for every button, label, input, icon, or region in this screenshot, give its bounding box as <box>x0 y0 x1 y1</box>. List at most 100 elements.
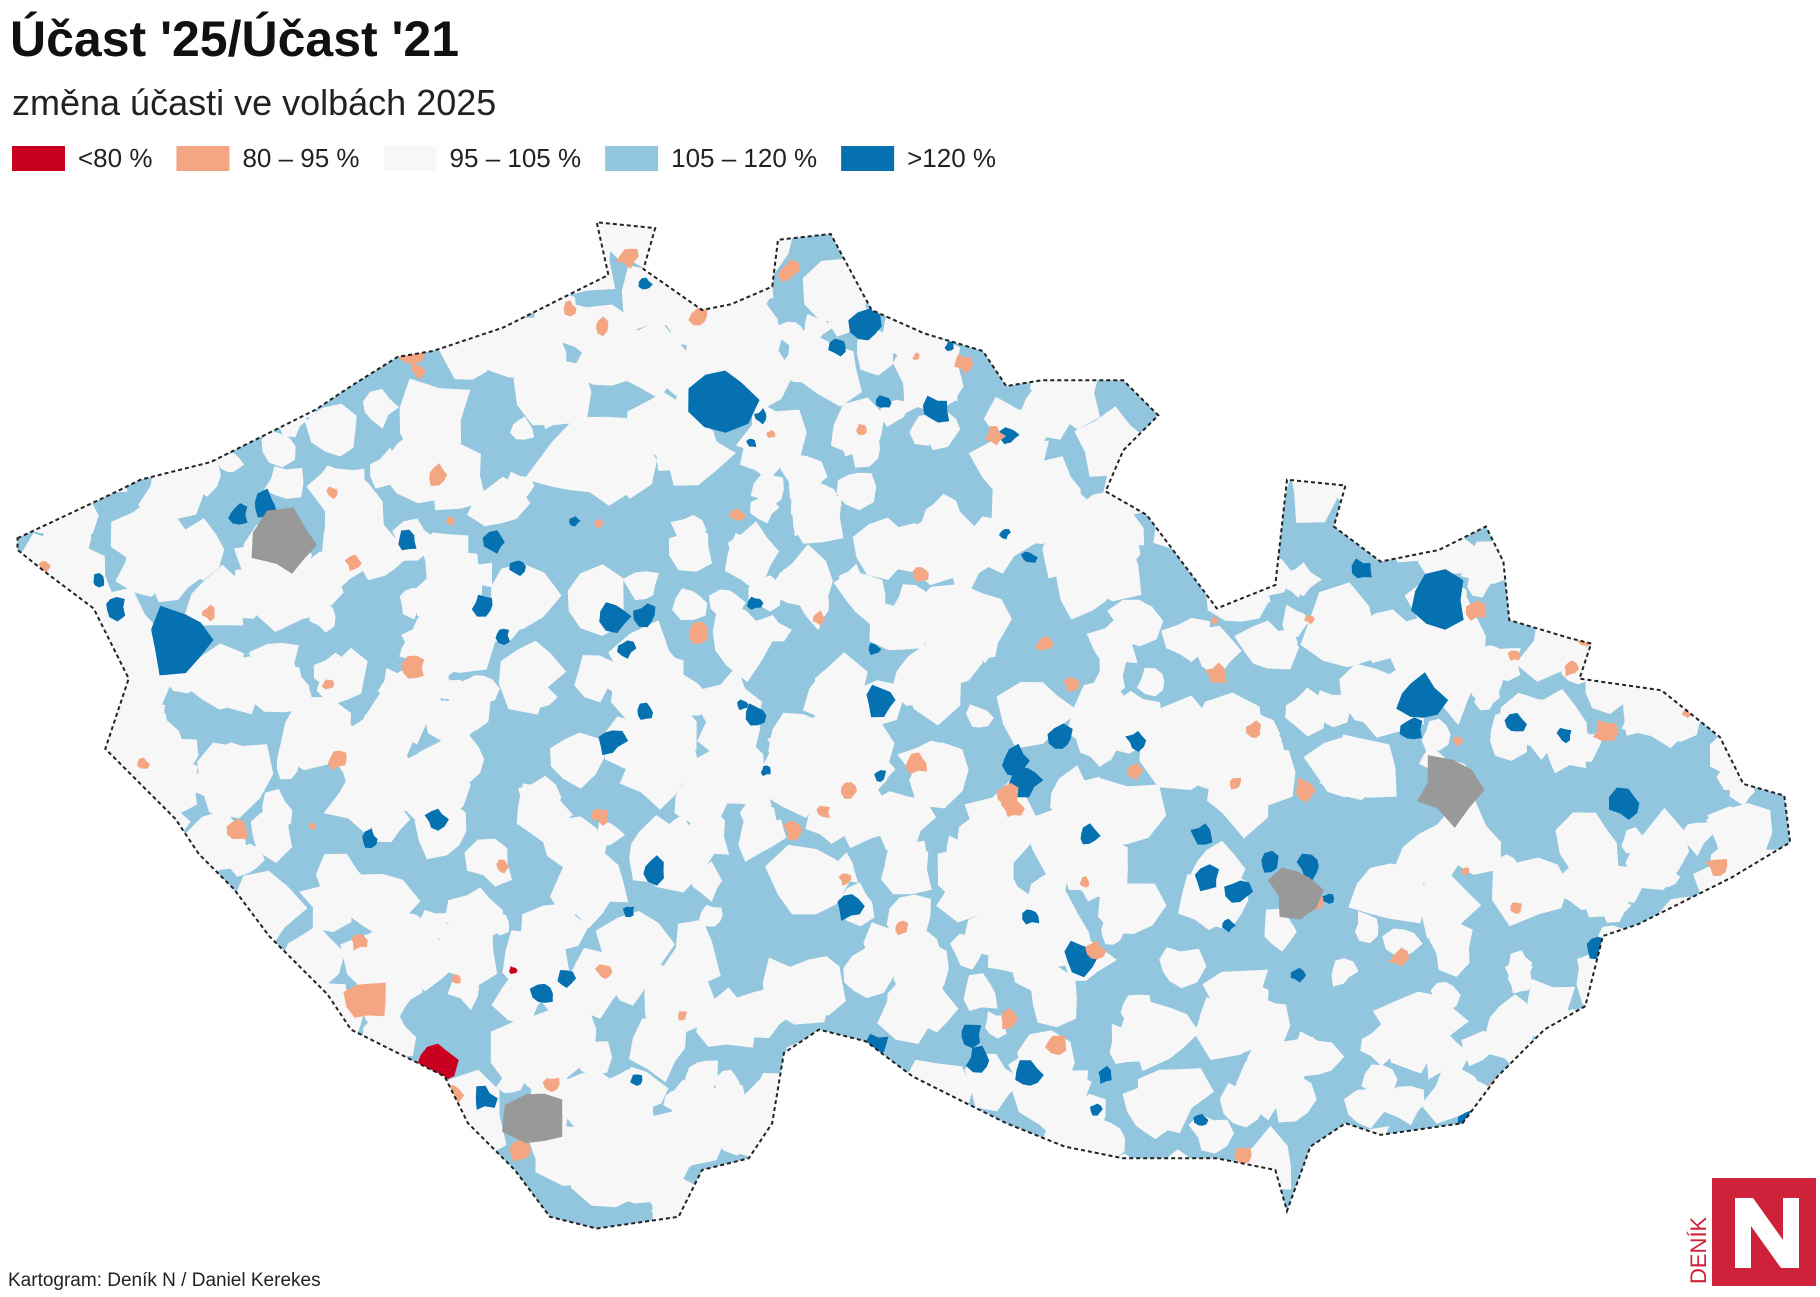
region-95-105 <box>1345 444 1380 474</box>
region-80-95 <box>1771 444 1782 453</box>
region-80-95 <box>55 625 67 639</box>
region-95-105 <box>439 1103 496 1158</box>
region-95-105 <box>1125 217 1183 277</box>
region-95-105 <box>941 293 983 332</box>
region-95-105 <box>1331 1126 1389 1171</box>
title: Účast '25/Účast '21 <box>10 11 459 67</box>
region-95-105 <box>1663 349 1722 399</box>
region-95-105 <box>1060 252 1135 326</box>
region-95-105 <box>1354 325 1404 372</box>
region-95-105 <box>201 1073 251 1125</box>
region-95-105 <box>405 241 447 287</box>
legend-label: 80 – 95 % <box>242 143 359 173</box>
region-80-95 <box>1742 706 1751 715</box>
region-95-105 <box>12 871 58 919</box>
region-95-105 <box>831 1112 902 1189</box>
region-over-120 <box>883 229 894 242</box>
region-95-105 <box>1636 1066 1676 1108</box>
region-95-105 <box>838 1192 863 1218</box>
region-95-105 <box>281 196 366 277</box>
region-over-120 <box>100 897 113 909</box>
region-95-105 <box>853 1047 885 1084</box>
region-95-105 <box>410 1161 470 1223</box>
region-over-120 <box>1723 1028 1734 1037</box>
region-95-105 <box>1662 392 1730 459</box>
region-95-105 <box>1633 220 1702 297</box>
region-95-105 <box>375 210 461 288</box>
region-95-105 <box>1043 281 1097 338</box>
region-95-105 <box>706 210 757 268</box>
region-95-105 <box>1612 252 1657 295</box>
region-95-105 <box>816 1052 843 1080</box>
region-95-105 <box>1586 630 1623 674</box>
region-95-105 <box>209 1179 243 1208</box>
region-95-105 <box>1185 396 1207 421</box>
region-80-95 <box>1408 301 1428 318</box>
region-95-105 <box>415 1167 461 1229</box>
region-95-105 <box>170 361 246 424</box>
region-95-105 <box>1072 222 1154 289</box>
region-95-105 <box>1451 208 1518 285</box>
region-95-105 <box>1695 1086 1716 1111</box>
region-95-105 <box>317 351 341 385</box>
region-95-105 <box>874 226 921 281</box>
region-95-105 <box>242 285 267 314</box>
region-95-105 <box>431 219 489 291</box>
region-95-105 <box>20 444 88 512</box>
region-80-95 <box>1581 342 1599 357</box>
region-95-105 <box>1630 988 1665 1028</box>
region-over-120 <box>95 1173 111 1189</box>
region-80-95 <box>1233 551 1254 572</box>
region-80-95 <box>1450 233 1470 256</box>
region-95-105 <box>392 1178 450 1244</box>
region-95-105 <box>0 668 62 745</box>
region-80-95 <box>780 1190 790 1200</box>
region-95-105 <box>250 1033 309 1078</box>
region-95-105 <box>62 433 128 497</box>
region-95-105 <box>107 210 142 245</box>
region-95-105 <box>1403 386 1455 447</box>
region-95-105 <box>1477 1090 1533 1154</box>
map <box>0 191 1820 1268</box>
region-95-105 <box>214 1159 258 1212</box>
region-80-95 <box>276 1215 296 1232</box>
region-95-105 <box>1716 383 1774 441</box>
region-80-95 <box>939 238 956 252</box>
region-over-120 <box>947 1191 957 1201</box>
region-95-105 <box>83 1009 108 1040</box>
region-95-105 <box>1548 1009 1596 1069</box>
region-80-95 <box>246 419 264 437</box>
region-95-105 <box>1696 583 1725 607</box>
region-80-95 <box>910 313 927 328</box>
region-95-105 <box>694 1202 767 1258</box>
region-95-105 <box>283 1135 330 1207</box>
region-95-105 <box>160 1062 203 1110</box>
region-80-95 <box>849 1087 864 1109</box>
region-80-95 <box>1050 349 1067 366</box>
region-95-105 <box>92 986 114 1008</box>
region-80-95 <box>23 1207 34 1219</box>
region-95-105 <box>1342 377 1407 461</box>
region-95-105 <box>1238 417 1267 449</box>
region-95-105 <box>66 1184 101 1218</box>
region-95-105 <box>371 247 414 282</box>
region-95-105 <box>6 646 43 690</box>
region-95-105 <box>1475 295 1509 325</box>
region-95-105 <box>1629 1150 1668 1195</box>
legend-swatch <box>605 146 658 171</box>
region-95-105 <box>553 213 596 240</box>
region-95-105 <box>1370 384 1421 449</box>
region-95-105 <box>1698 936 1787 1001</box>
region-over-120 <box>1375 309 1390 321</box>
region-95-105 <box>112 1103 134 1127</box>
region-80-95 <box>1605 495 1618 509</box>
region-95-105 <box>0 1033 44 1082</box>
region-95-105 <box>84 250 156 330</box>
legend: <80 %80 – 95 %95 – 105 %105 – 120 %>120 … <box>12 143 996 173</box>
region-95-105 <box>1519 331 1576 389</box>
region-80-95 <box>1666 1190 1678 1202</box>
region-95-105 <box>326 345 363 383</box>
region-over-120 <box>35 961 45 971</box>
region-95-105 <box>1725 672 1768 717</box>
region-95-105 <box>1730 227 1777 280</box>
